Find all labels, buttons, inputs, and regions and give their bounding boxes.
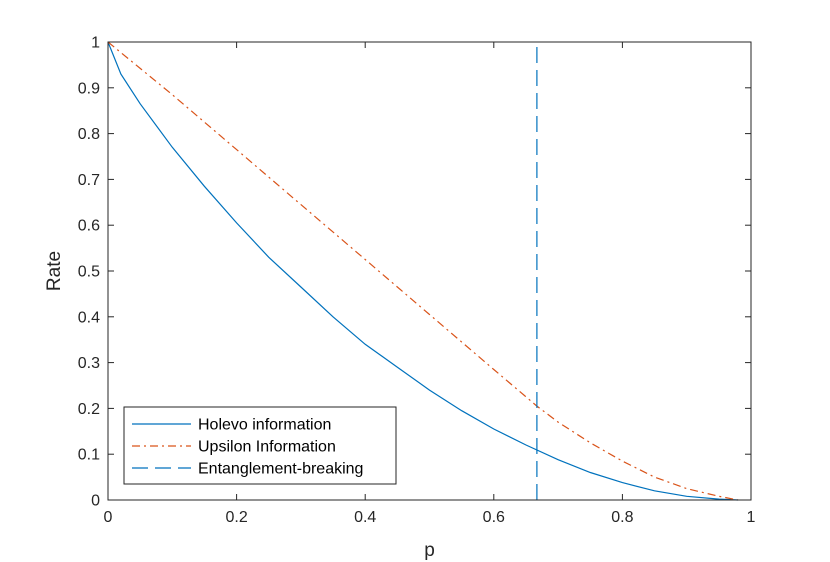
x-axis-title: p — [424, 540, 435, 561]
x-tick-label: 0 — [104, 509, 113, 526]
legend-label-2: Upsilon Information — [198, 439, 336, 456]
series-layer — [107, 41, 739, 501]
x-tick-label: 0.6 — [483, 509, 505, 526]
legend-label-1: Holevo information — [198, 417, 331, 434]
y-tick-label: 0.3 — [78, 355, 100, 372]
series-line-1 — [107, 41, 739, 501]
y-tick-label: 0.1 — [78, 447, 100, 464]
y-tick-label: 0.9 — [78, 80, 100, 97]
y-tick-label: 0.4 — [78, 309, 100, 326]
x-tick-label: 0.8 — [611, 509, 633, 526]
legend: Holevo information Upsilon Information Ent… — [123, 406, 397, 485]
legend-label-3: Entanglement-breaking — [198, 461, 363, 478]
x-tick-label: 0.4 — [354, 509, 376, 526]
x-tick-label: 1 — [747, 509, 756, 526]
y-tick-label: 0.6 — [78, 218, 100, 235]
y-tick-label: 0.8 — [78, 126, 100, 143]
y-tick-label: 0 — [91, 493, 100, 510]
x-tick-label: 0.2 — [225, 509, 247, 526]
y-tick-label: 0.5 — [78, 264, 100, 281]
y-tick-label: 1 — [91, 35, 100, 52]
y-tick-label: 0.2 — [78, 401, 100, 418]
tick-layer: 0 0.2 0.4 0.6 0.8 1 0 0.1 0.2 0.3 0.4 0.5 0.6 0.7 0.8 0… — [78, 35, 756, 527]
y-axis-title: Rate — [44, 251, 65, 291]
y-tick-label: 0.7 — [78, 172, 100, 189]
